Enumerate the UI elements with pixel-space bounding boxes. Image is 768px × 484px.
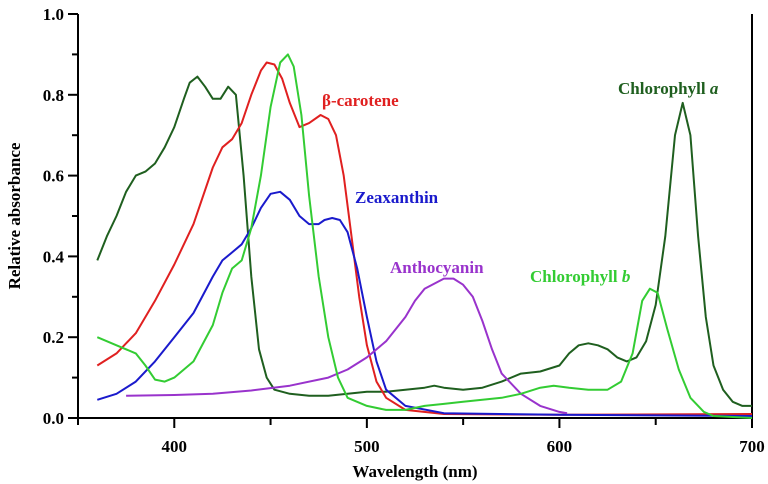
series-label-italic: a (710, 79, 719, 98)
y-tick-label: 1.0 (43, 5, 64, 24)
series-label: Zeaxanthin (355, 188, 439, 207)
y-tick-label: 0.6 (43, 167, 64, 186)
y-tick-label: 0.2 (43, 328, 64, 347)
x-tick-label: 500 (354, 437, 380, 456)
series-label: β-carotene (322, 91, 399, 110)
series-label: Anthocyanin (390, 258, 484, 277)
series-label-italic: b (622, 267, 631, 286)
series-label-text: Anthocyanin (390, 258, 484, 277)
y-axis-label: Relative absorbance (5, 142, 24, 289)
series-label-text: β-carotene (322, 91, 399, 110)
x-axis-label: Wavelength (nm) (352, 462, 477, 481)
series-labels: Chlorophyll a β-carotene Zeaxanthin Anthocy… (322, 79, 719, 286)
series-line--carotene (96, 61, 753, 416)
y-tick-label: 0.8 (43, 86, 64, 105)
axes: 400 500 600 700 0.0 0.2 0.4 0.6 0.8 1.0 (43, 5, 765, 456)
series-label-text: Zeaxanthin (355, 188, 439, 207)
y-tick-label: 0.4 (43, 247, 65, 266)
series-line-anthocyanin (126, 277, 568, 415)
y-tick-label: 0.0 (43, 409, 64, 428)
series-lines (96, 53, 753, 419)
series-label-text: Chlorophyll (618, 79, 710, 98)
series-line-chlorophyll-b (96, 53, 753, 419)
x-tick-label: 700 (739, 437, 765, 456)
series-line-zeaxanthin (97, 190, 753, 417)
series-label-text: Chlorophyll (530, 267, 622, 286)
x-tick-label: 400 (162, 437, 188, 456)
series-label: Chlorophyll a (618, 79, 719, 98)
series-line-chlorophyll-a (96, 75, 752, 407)
x-tick-label: 600 (547, 437, 573, 456)
series-label: Chlorophyll b (530, 267, 630, 286)
